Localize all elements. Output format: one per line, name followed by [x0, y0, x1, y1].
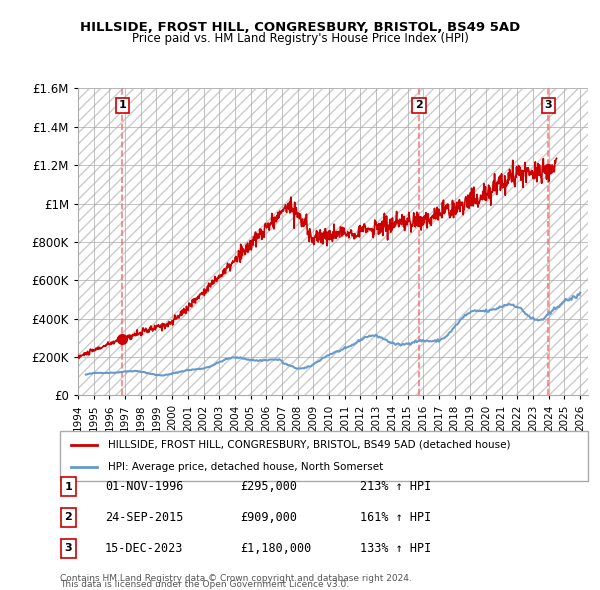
- FancyBboxPatch shape: [61, 539, 76, 558]
- Text: 3: 3: [65, 543, 72, 553]
- FancyBboxPatch shape: [61, 477, 76, 496]
- Text: £909,000: £909,000: [240, 511, 297, 524]
- Text: 1: 1: [119, 100, 126, 110]
- Text: HILLSIDE, FROST HILL, CONGRESBURY, BRISTOL, BS49 5AD (detached house): HILLSIDE, FROST HILL, CONGRESBURY, BRIST…: [107, 440, 510, 450]
- Text: This data is licensed under the Open Government Licence v3.0.: This data is licensed under the Open Gov…: [60, 580, 349, 589]
- FancyBboxPatch shape: [60, 431, 588, 481]
- Text: 01-NOV-1996: 01-NOV-1996: [105, 480, 184, 493]
- Text: Contains HM Land Registry data © Crown copyright and database right 2024.: Contains HM Land Registry data © Crown c…: [60, 574, 412, 583]
- Text: 213% ↑ HPI: 213% ↑ HPI: [360, 480, 431, 493]
- FancyBboxPatch shape: [61, 508, 76, 527]
- Text: Price paid vs. HM Land Registry's House Price Index (HPI): Price paid vs. HM Land Registry's House …: [131, 32, 469, 45]
- Text: £1,180,000: £1,180,000: [240, 542, 311, 555]
- Text: 15-DEC-2023: 15-DEC-2023: [105, 542, 184, 555]
- Text: 24-SEP-2015: 24-SEP-2015: [105, 511, 184, 524]
- Text: 2: 2: [65, 513, 72, 522]
- Text: 2: 2: [415, 100, 423, 110]
- Text: 161% ↑ HPI: 161% ↑ HPI: [360, 511, 431, 524]
- Text: 3: 3: [544, 100, 552, 110]
- Text: 1: 1: [65, 482, 72, 491]
- Text: £295,000: £295,000: [240, 480, 297, 493]
- Text: HPI: Average price, detached house, North Somerset: HPI: Average price, detached house, Nort…: [107, 462, 383, 472]
- Text: 133% ↑ HPI: 133% ↑ HPI: [360, 542, 431, 555]
- Text: HILLSIDE, FROST HILL, CONGRESBURY, BRISTOL, BS49 5AD: HILLSIDE, FROST HILL, CONGRESBURY, BRIST…: [80, 21, 520, 34]
